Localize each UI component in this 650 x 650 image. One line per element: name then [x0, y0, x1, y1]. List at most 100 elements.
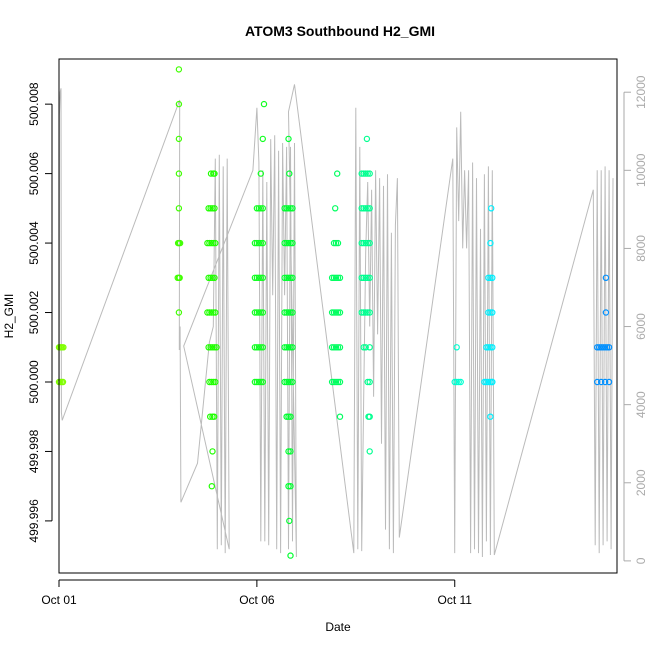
data-point: [363, 135, 371, 143]
data-point: [328, 344, 336, 351]
data-point: [208, 239, 215, 247]
data-point: [328, 274, 336, 281]
data-point: [332, 274, 340, 281]
data-point: [489, 274, 496, 281]
data-point: [605, 344, 613, 351]
data-point: [287, 378, 294, 386]
data-point: [285, 239, 292, 247]
data-point: [213, 344, 220, 351]
data-point: [251, 309, 259, 316]
data-point: [59, 378, 67, 386]
data-point: [253, 309, 261, 316]
data-point: [599, 344, 607, 351]
data-point: [285, 378, 292, 386]
y-tick-label: 499.998: [27, 429, 41, 473]
data-point: [259, 344, 266, 351]
data-point: [289, 309, 296, 316]
data-point: [283, 413, 290, 420]
data-point: [253, 239, 261, 247]
data-point: [205, 205, 212, 212]
data-point: [251, 344, 259, 351]
data-point: [453, 378, 460, 386]
data-point: [285, 309, 292, 316]
data-point: [334, 378, 342, 386]
data-point: [207, 344, 214, 351]
data-point: [286, 170, 293, 177]
data-point: [174, 274, 181, 281]
x-axis: Oct 01 Oct 06 Oct 11: [41, 579, 473, 607]
data-point: [176, 239, 184, 247]
data-point: [603, 344, 611, 351]
data-point: [483, 378, 490, 386]
data-point: [485, 274, 492, 281]
data-point: [360, 344, 367, 351]
secondary-line-layer: [58, 84, 614, 561]
data-point: [453, 344, 460, 351]
data-point: [330, 344, 338, 351]
data-point: [332, 378, 340, 386]
data-point: [358, 309, 365, 316]
data-point: [281, 309, 288, 316]
data-point: [330, 309, 338, 316]
data-point: [455, 378, 462, 386]
data-point: [251, 274, 259, 281]
data-point: [287, 483, 294, 490]
y2-tick-label: 6000: [634, 313, 648, 340]
x-tick-label: Oct 11: [438, 593, 473, 607]
data-point: [489, 309, 496, 316]
data-point: [257, 274, 264, 281]
data-point: [485, 344, 492, 351]
data-point: [451, 378, 458, 386]
data-point: [366, 274, 373, 281]
data-point: [285, 274, 292, 281]
data-point: [210, 413, 218, 420]
data-point: [259, 205, 266, 212]
data-point: [255, 309, 263, 316]
data-point: [175, 135, 183, 143]
data-point: [174, 239, 182, 247]
data-point: [330, 239, 338, 247]
data-point: [601, 378, 609, 386]
data-point: [253, 378, 261, 386]
data-point: [605, 378, 613, 386]
x-axis-label: Date: [325, 620, 351, 634]
y-axis-label: H2_GMI: [2, 294, 16, 339]
data-point: [212, 309, 219, 316]
data-point: [602, 309, 610, 316]
data-point: [334, 309, 342, 316]
y-tick-label: 500.004: [27, 221, 41, 265]
y2-tick-label: 10000: [634, 153, 648, 187]
data-point: [601, 344, 609, 351]
data-point: [364, 274, 371, 281]
data-point: [207, 170, 215, 177]
data-point: [211, 170, 218, 177]
data-point: [362, 239, 369, 247]
data-point: [283, 378, 290, 386]
data-point: [366, 378, 373, 386]
data-point: [360, 239, 367, 247]
y2-tick-label: 0: [634, 557, 648, 564]
data-point: [598, 344, 605, 351]
data-point: [485, 378, 492, 386]
data-point: [336, 344, 344, 351]
data-point: [255, 344, 263, 351]
data-point: [487, 378, 494, 386]
y-axis-left: 499.996 499.998 500.000 500.002 500.004 500.0…: [27, 82, 53, 543]
y-tick-label: 500.002: [27, 291, 41, 335]
data-point: [255, 274, 263, 281]
data-point: [366, 309, 373, 316]
x-tick-label: Oct 01: [41, 593, 77, 607]
data-point: [211, 205, 218, 212]
data-point: [366, 239, 373, 247]
data-point: [332, 239, 340, 247]
data-point: [330, 378, 338, 386]
y2-tick-label: 8000: [634, 235, 648, 262]
data-point: [176, 274, 183, 281]
data-point: [209, 274, 216, 281]
data-point: [211, 274, 218, 281]
data-point: [210, 378, 217, 386]
data-point: [362, 344, 369, 351]
data-point: [260, 100, 268, 108]
data-point: [602, 274, 610, 281]
